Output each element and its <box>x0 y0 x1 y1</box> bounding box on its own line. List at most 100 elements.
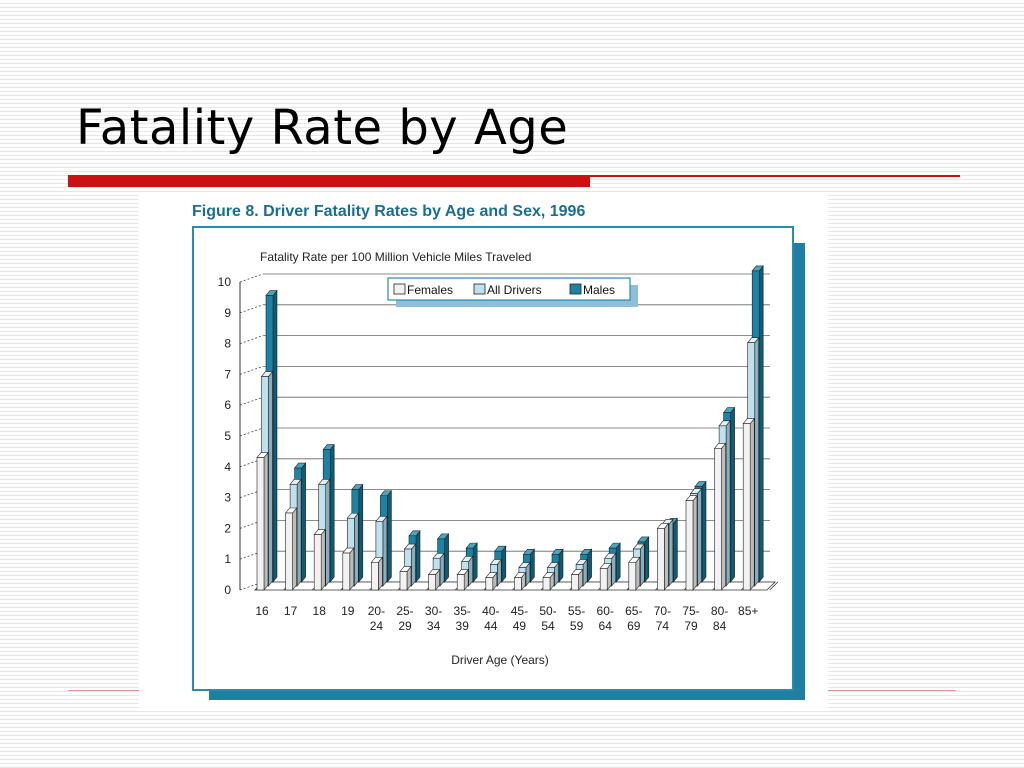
x-tick-label: 40- <box>482 604 499 618</box>
x-tick-label: 30- <box>425 604 442 618</box>
x-tick-label: 64 <box>599 619 613 633</box>
legend <box>387 277 631 301</box>
x-tick-label: 60- <box>597 604 614 618</box>
x-tick-label: 39 <box>456 619 470 633</box>
all-drivers-bar-side <box>725 419 731 587</box>
figure-title: Figure 8. Driver Fatality Rates by Age a… <box>192 203 586 220</box>
all-drivers-bar-side <box>611 552 617 587</box>
x-tick-label: 29 <box>398 619 412 633</box>
male-bar-side <box>329 443 335 583</box>
male-bar-side <box>472 542 478 583</box>
y-tick-label: 1 <box>224 552 231 566</box>
male-bar-side <box>615 542 621 583</box>
female-bar <box>685 500 694 591</box>
female-bar <box>742 423 751 591</box>
all-drivers-bar-side <box>411 543 416 587</box>
female-bar <box>514 577 522 591</box>
all-drivers-bar-side <box>697 487 702 587</box>
y-tick-label: 0 <box>224 583 231 597</box>
y-tick-label: 8 <box>224 337 231 351</box>
female-bar <box>371 561 379 591</box>
all-drivers-bar-side <box>268 370 273 587</box>
male-bar-side <box>730 406 735 583</box>
x-tick-label: 20- <box>368 604 385 618</box>
male-bar-side <box>673 517 678 583</box>
x-tick-label: 44 <box>484 619 498 633</box>
male-bar-side <box>644 536 650 583</box>
female-bar <box>714 448 722 591</box>
all-drivers-bar-side <box>639 543 645 587</box>
legend-label: All Drivers <box>487 283 542 297</box>
grid-offset-line <box>239 273 264 283</box>
x-tick-label: 35- <box>454 604 471 618</box>
x-tick-label: 75- <box>682 604 699 618</box>
female-bar <box>256 457 265 591</box>
x-tick-label: 80- <box>711 604 728 618</box>
female-bar-side <box>635 556 641 591</box>
all-drivers-bar-side <box>754 336 760 587</box>
all-drivers-bar-side <box>668 518 674 587</box>
y-axis-label: Fatality Rate per 100 Million Vehicle Mi… <box>260 250 531 264</box>
x-tick-label: 74 <box>656 619 670 633</box>
female-bar-side <box>721 442 726 591</box>
male-bar-side <box>701 480 707 583</box>
all-drivers-bar-side <box>325 478 331 587</box>
x-tick-label: 70- <box>654 604 671 618</box>
female-bar <box>342 552 351 591</box>
grid-offset-line <box>239 335 264 344</box>
all-drivers-bar-side <box>382 515 388 587</box>
female-bar <box>313 534 322 591</box>
female-bar-side <box>263 451 269 591</box>
female-bar-side <box>664 522 669 591</box>
y-tick-label: 6 <box>224 398 231 412</box>
x-tick-label: 65- <box>625 604 642 618</box>
female-bar <box>599 568 608 591</box>
female-bar-side <box>378 556 383 591</box>
x-tick-label: 79 <box>684 619 698 633</box>
grid-offset-line <box>239 304 264 314</box>
female-bar <box>657 528 665 591</box>
male-bar-side <box>444 533 449 583</box>
x-tick-label: 45- <box>511 604 528 618</box>
female-bar <box>399 571 408 591</box>
male-bar-side <box>301 462 306 583</box>
floor-tick <box>769 581 779 591</box>
x-axis-label: Driver Age (Years) <box>451 653 549 667</box>
male-bar-side <box>501 545 507 583</box>
female-bar <box>456 574 465 591</box>
female-bar-side <box>692 494 698 591</box>
y-tick-label: 9 <box>224 306 231 320</box>
x-tick-label: 69 <box>627 619 641 633</box>
male-bar-side <box>587 548 592 583</box>
x-tick-label: 49 <box>513 619 527 633</box>
male-bar-side <box>530 548 535 583</box>
male-bar-side <box>758 265 764 583</box>
female-bar-side <box>749 417 755 591</box>
grid-offset-line <box>239 427 264 437</box>
legend-label: Females <box>407 283 453 297</box>
y-tick-label: 10 <box>218 275 232 289</box>
footer-line-left <box>68 690 140 691</box>
x-tick-label: 24 <box>370 619 384 633</box>
x-tick-label: 85+ <box>738 604 758 618</box>
female-bar <box>571 574 579 591</box>
grid-offset-line <box>239 366 264 375</box>
title-accent-line <box>590 175 960 177</box>
legend-label: Males <box>583 283 615 297</box>
x-tick-label: 34 <box>427 619 441 633</box>
x-tick-label: 16 <box>255 604 269 618</box>
female-bar <box>285 512 293 591</box>
all-drivers-bar-side <box>296 478 302 587</box>
x-tick-label: 59 <box>570 619 584 633</box>
x-tick-label: 84 <box>713 619 727 633</box>
legend-swatch <box>473 283 486 295</box>
female-bar-side <box>349 547 355 591</box>
male-bar-side <box>358 483 364 583</box>
female-bar-side <box>320 528 326 591</box>
legend-swatch <box>393 283 406 295</box>
legend-swatch <box>569 283 582 295</box>
female-bar <box>428 574 436 591</box>
slide-title: Fatality Rate by Age <box>76 100 569 156</box>
x-tick-label: 19 <box>341 604 355 618</box>
